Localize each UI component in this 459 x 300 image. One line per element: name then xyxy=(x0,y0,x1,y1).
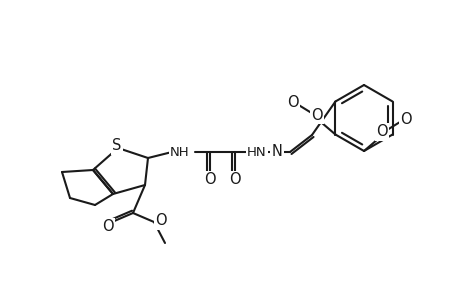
Text: O: O xyxy=(102,220,113,235)
Text: O: O xyxy=(287,95,299,110)
Text: O: O xyxy=(311,108,323,123)
Text: S: S xyxy=(112,139,122,154)
Text: O: O xyxy=(399,112,411,127)
Text: O: O xyxy=(375,124,387,140)
Text: N: N xyxy=(271,145,282,160)
Text: NH: NH xyxy=(170,146,190,160)
Text: HN: HN xyxy=(246,146,266,158)
Text: O: O xyxy=(229,172,241,188)
Text: O: O xyxy=(155,214,167,229)
Text: O: O xyxy=(204,172,215,188)
